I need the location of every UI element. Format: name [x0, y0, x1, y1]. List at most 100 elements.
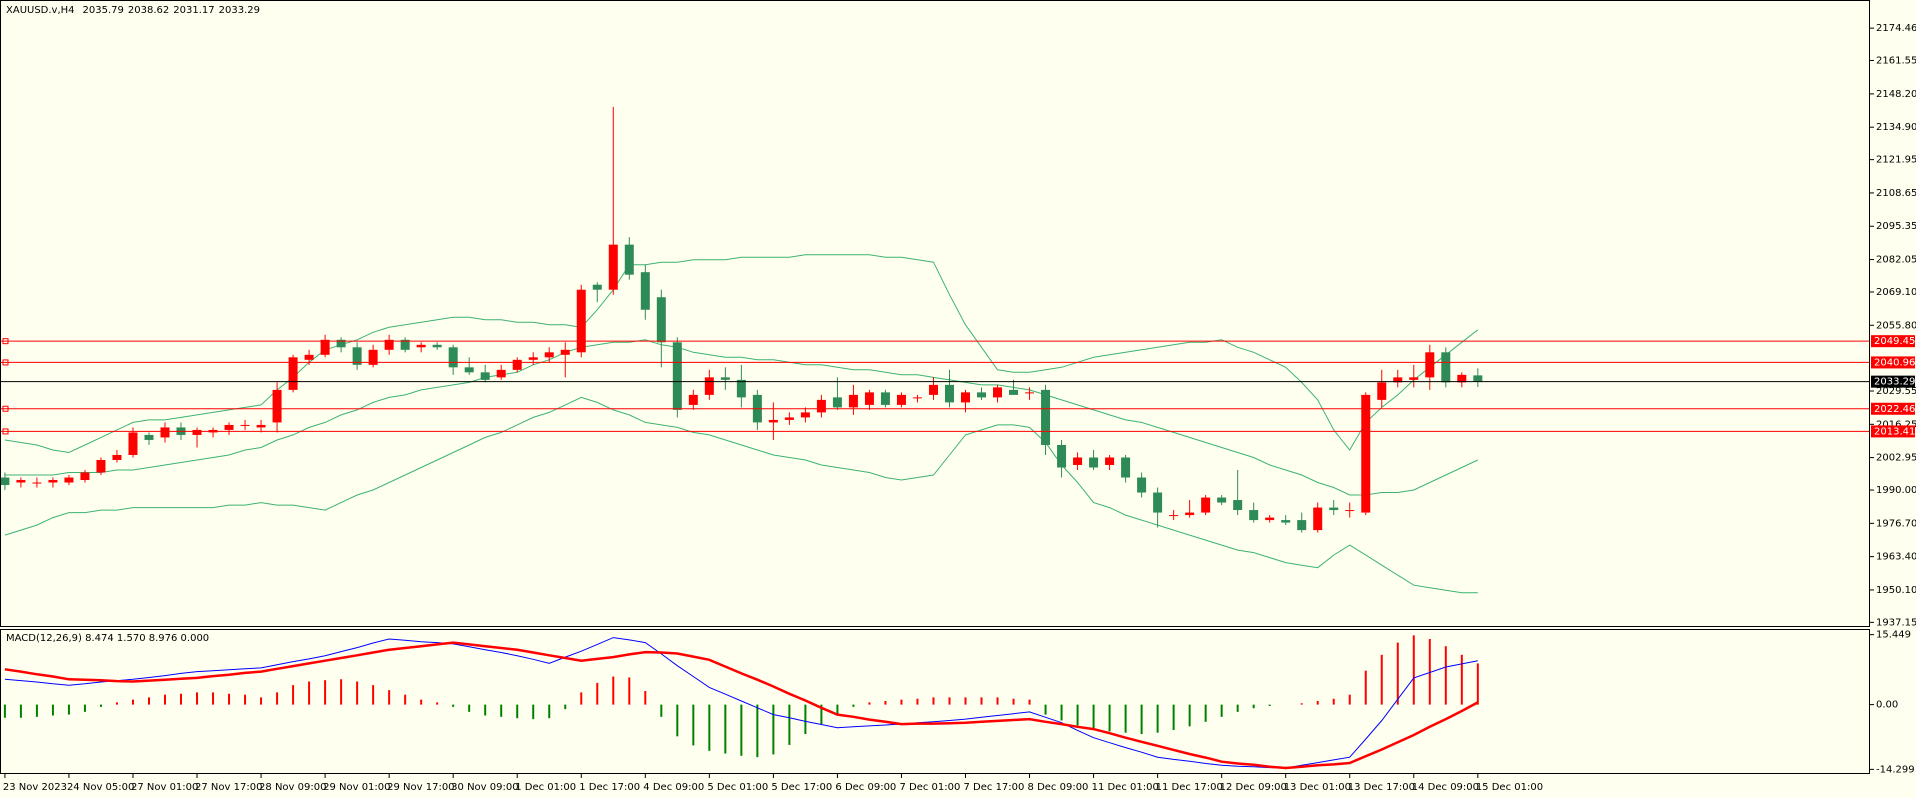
candle-body: [592, 284, 602, 290]
candle-body: [1329, 507, 1339, 511]
x-tick-label: 14 Dec 09:00: [1412, 782, 1479, 793]
candle-body: [656, 297, 666, 343]
candle-body: [736, 379, 746, 398]
candle-body: [1201, 497, 1211, 513]
y-tick-label: 2161.55: [1876, 55, 1916, 66]
candle-body: [1377, 382, 1387, 400]
candle-body: [1409, 377, 1419, 380]
level-label-box: [1871, 425, 1915, 438]
candle-body: [496, 369, 506, 378]
y-tick-label: 2069.10: [1876, 287, 1916, 298]
level-label: 2040.96: [1874, 357, 1915, 368]
x-tick-label: 28 Nov 09:00: [259, 782, 326, 793]
candle-body: [336, 339, 346, 348]
candle-body: [1009, 389, 1019, 395]
candle-body: [1041, 389, 1051, 445]
candle-body: [432, 344, 442, 348]
candle-body: [352, 347, 362, 365]
candle-body: [1457, 374, 1467, 383]
candle-body: [1473, 375, 1483, 382]
symbol: XAUUSD.v,H4: [6, 5, 75, 16]
candle-body: [704, 377, 714, 395]
candle-body: [1441, 352, 1451, 383]
candle-body: [32, 482, 42, 484]
price-label: 2033.29: [1874, 377, 1915, 388]
y-tick-label: -14.299: [1876, 764, 1915, 775]
candle-body: [1153, 492, 1163, 513]
price-label-box: [1871, 375, 1915, 388]
candle-body: [1393, 377, 1403, 383]
candle-body: [848, 394, 858, 408]
candle-body: [368, 349, 378, 365]
y-tick-label: 1963.40: [1876, 552, 1916, 563]
candle-body: [832, 397, 842, 408]
candle-body: [688, 394, 698, 405]
candle-body: [224, 424, 234, 430]
candle-body: [16, 480, 26, 483]
y-tick-label: 2095.35: [1876, 221, 1916, 232]
header-open: 2035.79: [83, 5, 124, 16]
chart-header: XAUUSD.v,H4 2035.79 2038.62 2031.17 2033.29: [6, 5, 260, 16]
candle-body: [1233, 500, 1243, 511]
candle-body: [1137, 477, 1147, 493]
band-line: [4, 396, 1478, 594]
y-tick-label: 2002.95: [1876, 453, 1916, 464]
x-tick-label: 6 Dec 09:00: [835, 782, 896, 793]
candle-body: [384, 339, 394, 350]
y-tick-label: 2082.05: [1876, 255, 1916, 266]
x-tick-label: 13 Dec 01:00: [1284, 782, 1351, 793]
x-tick-label: 29 Nov 17:00: [387, 782, 454, 793]
candle-body: [896, 394, 906, 405]
candle-body: [416, 344, 426, 348]
x-tick-label: 15 Dec 01:00: [1476, 782, 1543, 793]
y-tick-label: 2055.80: [1876, 320, 1916, 331]
candle-body: [864, 392, 874, 405]
candle-body: [1121, 457, 1131, 478]
candle-body: [64, 477, 74, 483]
candle-body: [1057, 444, 1067, 468]
level-label: 2049.45: [1874, 336, 1915, 347]
candle-body: [128, 432, 138, 455]
candle-body: [800, 412, 810, 418]
candle-body: [112, 454, 122, 460]
candle-body: [624, 244, 634, 275]
level-marker: [2, 338, 9, 345]
candle-body: [576, 289, 586, 353]
candle-body: [48, 480, 58, 483]
x-tick-label: 30 Nov 09:00: [451, 782, 518, 793]
price-panel: [0, 106, 1870, 594]
level-marker: [2, 405, 9, 412]
candle-body: [288, 357, 298, 390]
candle-body: [1249, 510, 1259, 521]
candle-body: [768, 419, 778, 423]
level-label-box: [1871, 402, 1915, 415]
level-marker: [2, 359, 9, 366]
candle-body: [1073, 457, 1083, 465]
candle-body: [1297, 520, 1307, 531]
candle-body: [784, 417, 794, 420]
y-tick-label: 15.449: [1876, 630, 1911, 641]
candle-body: [720, 377, 730, 380]
candle-body: [1361, 394, 1371, 513]
candle-body: [256, 424, 266, 428]
candle-body: [1265, 517, 1275, 521]
candle-body: [560, 349, 570, 355]
x-tick-label: 4 Dec 09:00: [643, 782, 704, 793]
candle-body: [1345, 510, 1355, 512]
y-tick-label: 1976.70: [1876, 518, 1916, 529]
level-label-box: [1871, 335, 1915, 348]
candle-body: [96, 459, 106, 473]
candle-body: [1025, 392, 1035, 394]
x-tick-label: 1 Dec 17:00: [579, 782, 640, 793]
x-tick-label: 8 Dec 09:00: [1028, 782, 1089, 793]
x-tick-label: 23 Nov 2023: [3, 782, 67, 793]
band-line: [4, 339, 1479, 496]
x-tick-label: 5 Dec 01:00: [707, 782, 768, 793]
candle-body: [464, 367, 474, 373]
candle-body: [672, 342, 682, 410]
candle-body: [240, 424, 250, 426]
x-tick-label: 24 Nov 05:00: [67, 782, 134, 793]
